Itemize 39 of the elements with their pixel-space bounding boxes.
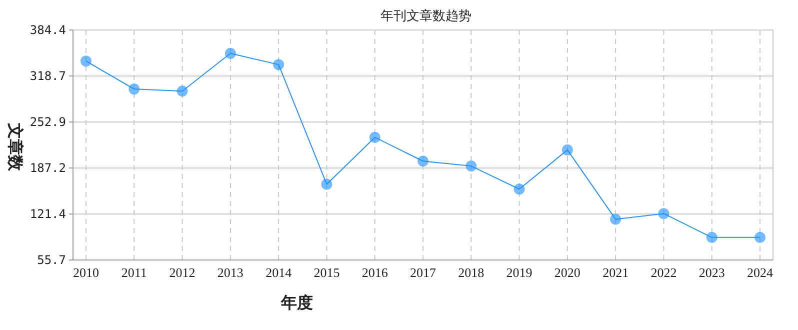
x-tick-label: 2010 [73, 265, 99, 280]
x-tick-label: 2019 [506, 265, 532, 280]
point [562, 144, 573, 156]
x-tick-label: 2013 [217, 265, 244, 280]
point [176, 86, 188, 97]
point [321, 178, 332, 190]
x-tick-label: 2016 [362, 265, 388, 280]
point [369, 132, 380, 143]
point [658, 208, 670, 220]
x-tick-label: 2012 [169, 265, 196, 280]
x-tick-label: 2015 [314, 265, 340, 280]
point [610, 214, 622, 225]
point [466, 160, 477, 172]
y-tick-label: 121.4 [30, 207, 66, 222]
x-tick-label: 2022 [650, 265, 677, 280]
y-tick-label: 384.4 [30, 23, 66, 37]
x-tick-label: 2018 [458, 265, 484, 280]
point [418, 156, 428, 167]
point [224, 48, 236, 59]
x-tick-label: 2021 [602, 265, 629, 280]
point [273, 59, 284, 70]
x-axis-title: 年度 [280, 293, 313, 312]
x-tick-label: 2014 [266, 265, 292, 280]
x-tick-label: 2017 [410, 265, 436, 280]
x-tick-label: 2011 [121, 265, 147, 280]
x-tick-label: 2024 [747, 265, 774, 280]
point [706, 232, 718, 243]
y-tick-label: 55.7 [37, 253, 66, 267]
x-tick-label: 2023 [698, 265, 725, 280]
chart-title: 年刊文章数趋势 [380, 8, 472, 23]
x-tick-label: 2020 [554, 265, 580, 280]
y-tick-label: 252.9 [30, 115, 66, 130]
point [754, 232, 766, 243]
y-tick-label: 187.2 [30, 160, 66, 175]
point [80, 56, 92, 67]
y-axis-title: 文章数 [6, 122, 24, 172]
point [128, 84, 140, 95]
y-tick-label: 318.7 [30, 68, 66, 83]
point [514, 184, 525, 195]
